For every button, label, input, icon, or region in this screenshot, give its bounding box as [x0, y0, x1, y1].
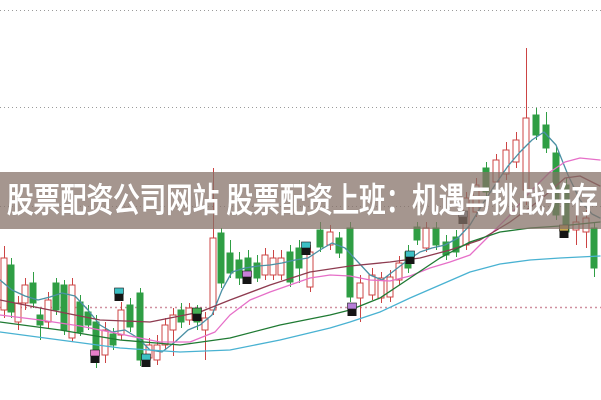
headline-text: 股票配资公司网站 股票配资上班：机遇与挑战并存	[7, 181, 598, 220]
headline-banner: 股票配资公司网站 股票配资上班：机遇与挑战并存	[0, 172, 601, 229]
